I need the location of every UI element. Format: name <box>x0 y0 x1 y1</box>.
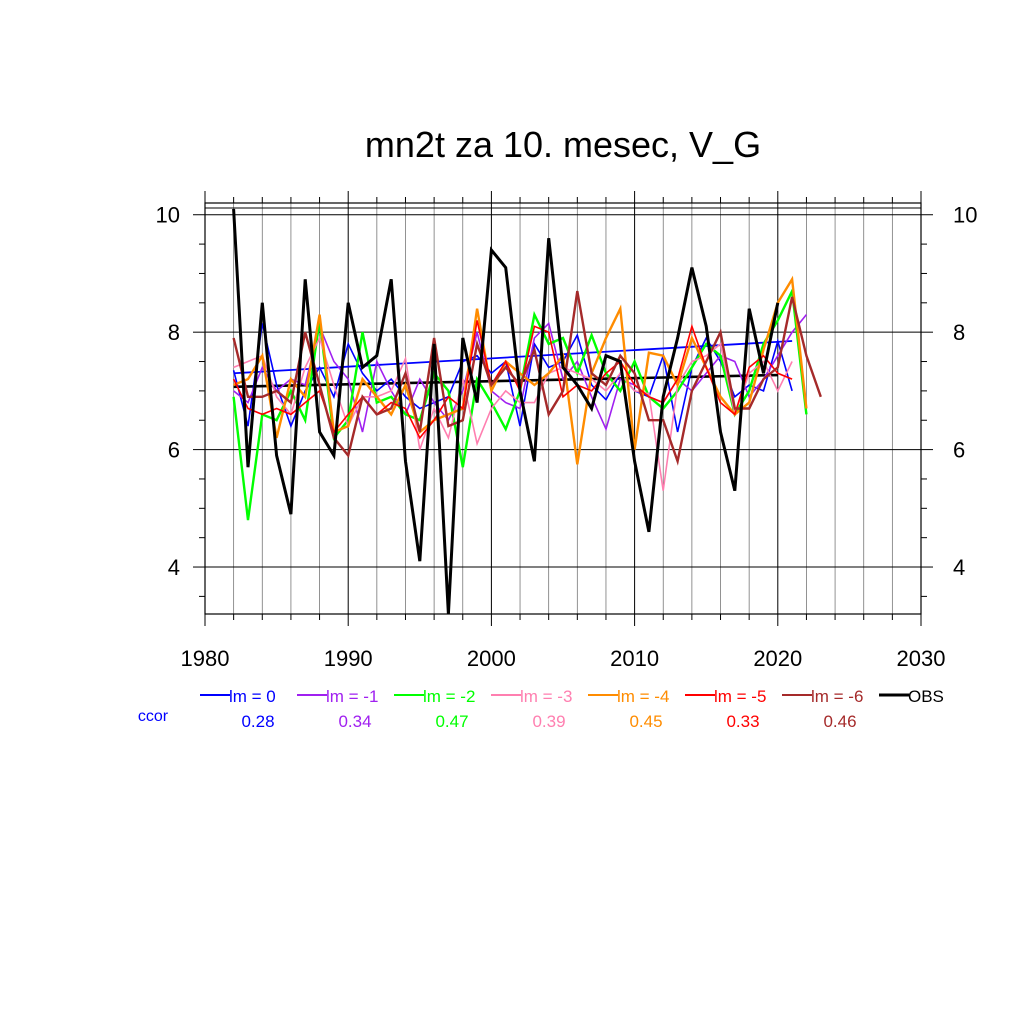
legend-ccor-value: 0.45 <box>629 712 662 731</box>
y-tick-label-left: 4 <box>168 555 180 580</box>
y-tick-label-left: 6 <box>168 438 180 463</box>
x-tick-label: 1980 <box>181 646 230 671</box>
legend-label: lm = -1 <box>326 687 378 706</box>
legend-ccor-value: 0.47 <box>435 712 468 731</box>
y-tick-label-right: 6 <box>953 438 965 463</box>
chart-title: mn2t za 10. mesec, V_G <box>365 124 761 165</box>
legend-label: lm = -3 <box>520 687 572 706</box>
legend-label: OBS <box>908 687 944 706</box>
legend-label: lm = -6 <box>811 687 863 706</box>
legend-ccor-value: 0.34 <box>338 712 371 731</box>
x-tick-label: 2020 <box>753 646 802 671</box>
y-tick-label-left: 10 <box>156 203 180 228</box>
legend-ccor-value: 0.46 <box>823 712 856 731</box>
legend-label: lm = 0 <box>229 687 276 706</box>
legend-ccor-value: 0.33 <box>726 712 759 731</box>
x-tick-label: 1990 <box>324 646 373 671</box>
legend-label: lm = -5 <box>714 687 766 706</box>
legend: lm = 0 0.28 lm = -1 0.34 lm = -2 0.47 lm = -3 0… <box>138 687 944 731</box>
y-tick-label-right: 10 <box>953 203 977 228</box>
plot-frame <box>193 191 933 626</box>
series-line <box>232 290 822 466</box>
x-tick-label: 2030 <box>897 646 946 671</box>
plot-border <box>204 202 922 615</box>
x-tick-label: 2000 <box>467 646 516 671</box>
series-line <box>233 335 793 491</box>
series-line <box>232 208 780 615</box>
y-tick-label-right: 8 <box>953 320 965 345</box>
y-tick-label-left: 8 <box>168 320 180 345</box>
y-tick-label-right: 4 <box>953 555 965 580</box>
legend-ccor-value: 0.39 <box>532 712 565 731</box>
tick-labels: 1980 1990 2000 2010 2020 2030 4 4 6 6 8 8 10 10 <box>156 203 978 671</box>
legend-ccor-value: 0.28 <box>241 712 274 731</box>
legend-label: lm = -2 <box>423 687 475 706</box>
x-tick-label: 2010 <box>610 646 659 671</box>
data-series <box>232 208 822 615</box>
ccor-label: ccor <box>138 708 169 725</box>
legend-label: lm = -4 <box>617 687 669 706</box>
